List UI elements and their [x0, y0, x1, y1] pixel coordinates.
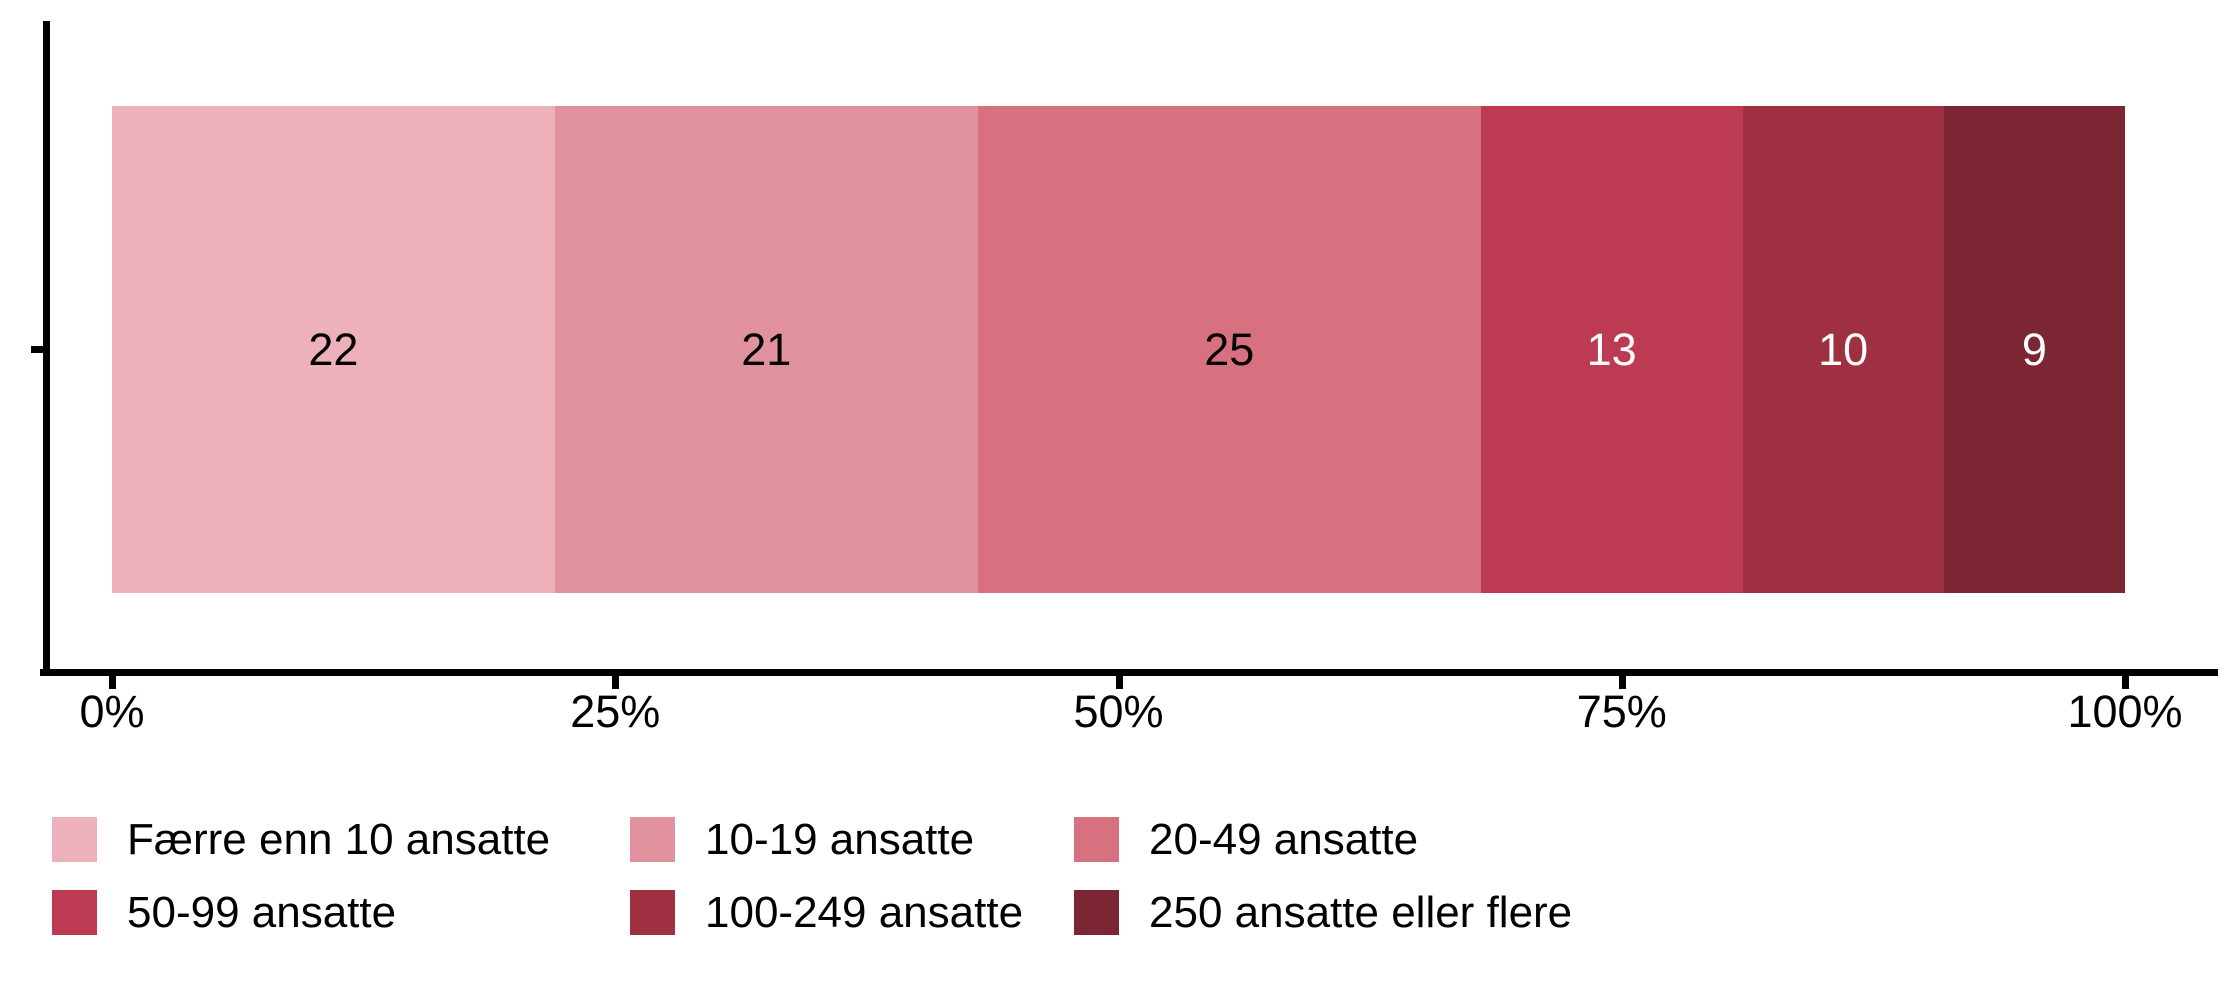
x-axis-line	[40, 669, 2218, 676]
legend-label: Færre enn 10 ansatte	[127, 814, 551, 864]
segment-value-label: 22	[308, 324, 359, 375]
y-axis-tick	[31, 346, 43, 353]
segment-value-label: 25	[1204, 324, 1255, 375]
legend-label: 100-249 ansatte	[705, 887, 1024, 937]
legend-item-5: 100-249 ansatte	[630, 890, 1074, 935]
segment-value-label: 13	[1586, 324, 1637, 375]
legend-swatch	[1074, 817, 1119, 862]
bar-segment-2: 21	[554, 106, 978, 593]
x-tick-mark	[1115, 676, 1123, 689]
legend-swatch	[52, 817, 97, 862]
x-tick-mark	[1618, 676, 1626, 689]
x-tick-label: 25%	[570, 686, 661, 737]
legend-item-6: 250 ansatte eller flere	[1074, 890, 1572, 935]
legend-label: 10-19 ansatte	[705, 814, 975, 864]
bar-segment-6: 9	[1943, 106, 2125, 593]
legend-swatch	[52, 890, 97, 935]
x-tick-label: 0%	[79, 686, 145, 737]
legend-swatch	[1074, 890, 1119, 935]
x-tick-label: 75%	[1576, 686, 1667, 737]
segment-value-label: 21	[741, 324, 792, 375]
y-axis-line	[43, 21, 50, 676]
legend-label: 20-49 ansatte	[1149, 814, 1419, 864]
legend: Færre enn 10 ansatte 10-19 ansatte 20-49 a…	[52, 817, 1572, 935]
legend-label: 250 ansatte eller flere	[1149, 887, 1573, 937]
x-tick-mark	[612, 676, 620, 689]
segment-value-label: 9	[2021, 324, 2047, 375]
legend-item-3: 20-49 ansatte	[1074, 817, 1572, 862]
legend-swatch	[630, 817, 675, 862]
bar-segment-5: 10	[1742, 106, 1944, 593]
legend-swatch	[630, 890, 675, 935]
bar-segment-3: 25	[977, 106, 1481, 593]
legend-item-4: 50-99 ansatte	[52, 890, 630, 935]
bar-segment-1: 22	[112, 106, 555, 593]
stacked-bar: 22 21 25 13 10 9	[112, 106, 2125, 593]
segment-value-label: 10	[1818, 324, 1869, 375]
legend-label: 50-99 ansatte	[127, 887, 397, 937]
x-tick-mark	[2122, 676, 2129, 689]
x-tick-mark	[109, 676, 116, 689]
legend-item-1: Færre enn 10 ansatte	[52, 817, 630, 862]
bar-segment-4: 13	[1480, 106, 1743, 593]
x-tick-label: 100%	[2067, 686, 2183, 737]
legend-item-2: 10-19 ansatte	[630, 817, 1074, 862]
x-tick-label: 50%	[1073, 686, 1164, 737]
